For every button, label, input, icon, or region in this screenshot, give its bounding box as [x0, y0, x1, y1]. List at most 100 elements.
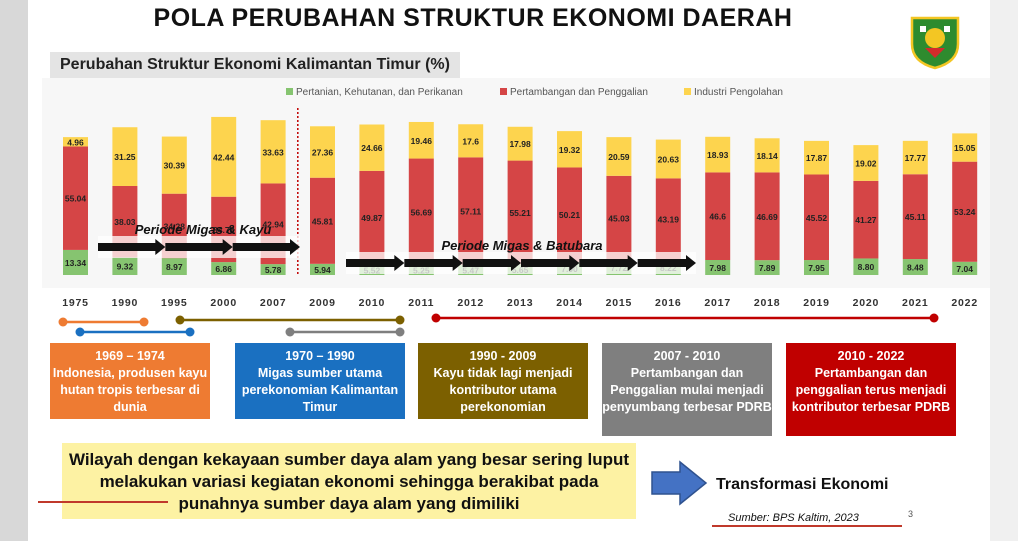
period-label: Periode Migas & Batubara — [441, 238, 602, 253]
x-tick-label: 2010 — [359, 297, 386, 309]
x-tick-label: 2022 — [951, 297, 978, 309]
timeline-description: Kayu tidak lagi menjadi kontributor utam… — [433, 366, 573, 414]
value-label: 42.44 — [213, 152, 235, 162]
timeline-description: Indonesia, produsen kayu hutan tropis te… — [52, 366, 208, 414]
value-label: 46.69 — [756, 212, 778, 222]
value-label: 17.6 — [462, 136, 479, 146]
period-arrow — [165, 239, 233, 255]
value-label: 34.28 — [164, 221, 186, 231]
timeline-markers — [58, 313, 939, 337]
bar-mining-2022 — [952, 161, 978, 262]
value-label: 13.34 — [65, 258, 87, 268]
bar-agri-1990 — [112, 257, 138, 275]
timeline-blue-dot — [185, 327, 195, 337]
value-label: 7.98 — [709, 263, 726, 273]
bar-agri-2019 — [804, 260, 829, 275]
x-tick-label: 2009 — [309, 297, 336, 309]
bar-mining-2015 — [606, 175, 632, 261]
value-label: 24.66 — [361, 143, 383, 153]
value-label: 49.87 — [361, 213, 383, 223]
value-label: 19.32 — [559, 145, 581, 155]
x-tick-label: 2015 — [606, 297, 633, 309]
x-tick-label: 2018 — [754, 297, 781, 309]
timeline-period: 1990 - 2009 — [469, 349, 537, 363]
bar-mining-2018 — [754, 172, 780, 261]
bar-agri-2021 — [902, 259, 928, 275]
bar-industry-2009 — [310, 126, 335, 178]
legend-label: Industri Pengolahan — [694, 87, 783, 98]
timeline-period: 1970 – 1990 — [285, 349, 355, 363]
value-label: 19.02 — [855, 158, 877, 168]
value-label: 19.46 — [411, 136, 433, 146]
value-label: 57.11 — [460, 207, 481, 217]
timeline-description: Migas sumber utama perekonomian Kalimant… — [241, 366, 399, 414]
value-label: 6.86 — [215, 264, 232, 274]
timeline-box-2007: 2007 - 2010 Pertambangan dan Penggalian … — [602, 343, 772, 436]
value-label: 27.36 — [312, 147, 334, 157]
bar-agri-2000 — [211, 262, 237, 275]
bar-industry-2016 — [655, 139, 681, 179]
legend-swatch — [500, 88, 507, 95]
bar-mining-2009 — [310, 177, 335, 264]
period-arrow — [521, 255, 580, 271]
bar-industry-2022 — [952, 133, 978, 162]
bar-agri-2018 — [754, 260, 780, 275]
right-margin — [990, 0, 1018, 541]
bar-industry-2010 — [359, 124, 385, 171]
timeline-description: Pertambangan dan penggalian terus menjad… — [791, 366, 951, 414]
bar-mining-2019 — [804, 174, 829, 261]
value-label: 15.05 — [954, 143, 976, 153]
bar-agri-2022 — [952, 261, 978, 275]
bar-agri-2009 — [310, 263, 335, 275]
bar-industry-2018 — [754, 138, 780, 173]
bar-industry-2011 — [408, 121, 434, 159]
bar-industry-2020 — [853, 145, 879, 181]
bar-industry-2015 — [606, 137, 632, 176]
bar-mining-2021 — [902, 174, 928, 260]
value-label: 53.24 — [954, 207, 976, 217]
x-tick-label: 2016 — [655, 297, 682, 309]
timeline-period: 2010 - 2022 — [837, 349, 905, 363]
value-label: 45.03 — [608, 214, 630, 224]
period-arrow — [404, 255, 463, 271]
value-label: 7.89 — [759, 263, 776, 273]
period-arrow — [637, 255, 696, 271]
bar-agri-2020 — [853, 258, 879, 275]
legend-label: Pertambangan dan Penggalian — [510, 87, 648, 98]
period-arrow — [98, 239, 166, 255]
value-label: 9.32 — [117, 262, 134, 272]
value-label: 46.6 — [709, 212, 726, 222]
source-underline — [712, 525, 902, 527]
slide: POLA PERUBAHAN STRUKTUR EKONOMI DAERAH P… — [28, 0, 990, 541]
bar-agri-1975 — [63, 249, 88, 275]
value-label: 20.63 — [658, 154, 680, 164]
x-tick-label: 2019 — [803, 297, 830, 309]
bar-industry-2013 — [507, 126, 533, 161]
bar-mining-2010 — [359, 170, 385, 265]
bar-mining-2011 — [408, 158, 434, 266]
x-tick-label: 2021 — [902, 297, 929, 309]
x-tick-label: 2012 — [457, 297, 484, 309]
page-number: 3 — [908, 509, 914, 519]
bar-industry-1995 — [161, 136, 187, 194]
timeline-box-1969: 1969 – 1974 Indonesia, produsen kayu hut… — [50, 343, 210, 419]
bar-mining-2017 — [705, 172, 731, 260]
x-tick-label: 2017 — [704, 297, 731, 309]
kaltim-emblem-icon — [910, 16, 960, 70]
legend-label: Pertanian, Kehutanan, dan Perikanan — [296, 87, 463, 98]
bar-mining-2020 — [853, 180, 879, 259]
bar-industry-2007 — [260, 120, 286, 184]
value-label: 30.39 — [164, 161, 186, 171]
value-label: 5.94 — [314, 265, 331, 275]
value-label: 8.97 — [166, 262, 183, 272]
period-label: Periode Migas & Kayu — [135, 222, 272, 237]
bar-mining-2012 — [458, 157, 484, 265]
source-note: Sumber: BPS Kaltim, 2023 — [728, 512, 859, 524]
timeline-red-dot — [431, 313, 441, 323]
timeline-description: Pertambangan dan Penggalian mulai menjad… — [602, 366, 772, 414]
period-arrow — [346, 255, 405, 271]
value-label: 7.04 — [956, 264, 973, 274]
value-label: 38.03 — [114, 217, 136, 227]
bar-agri-2017 — [705, 259, 731, 275]
timeline-orange-dot — [58, 317, 68, 327]
